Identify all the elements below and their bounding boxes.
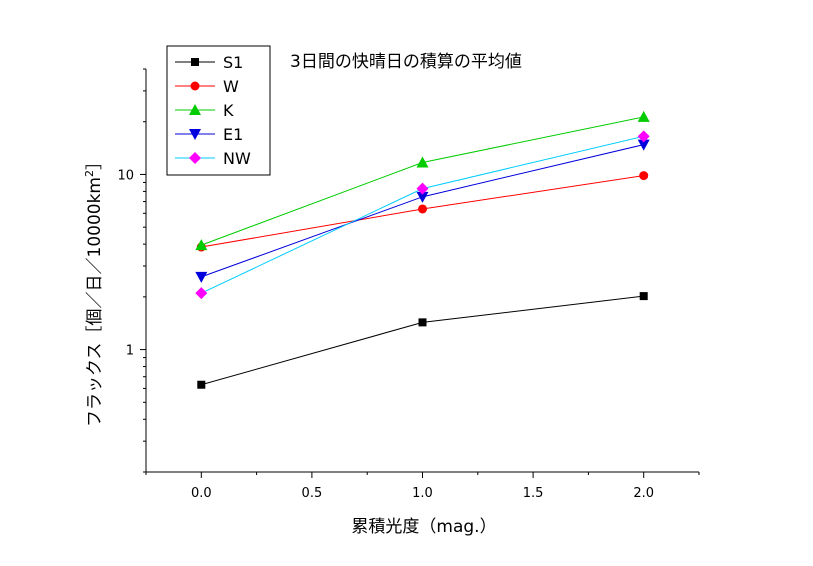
legend-item: NW (175, 149, 251, 168)
legend-item: W (175, 77, 239, 96)
data-point (416, 156, 429, 168)
legend-item: K (175, 101, 234, 120)
x-tick-label: 0.0 (191, 486, 212, 501)
data-point (639, 171, 649, 181)
series-layer (195, 110, 650, 389)
x-tick-label: 2.0 (633, 486, 654, 501)
data-point (416, 182, 429, 195)
data-point (637, 139, 650, 151)
data-point (418, 318, 427, 327)
y-tick-label: 10 (117, 168, 134, 183)
data-point (197, 380, 206, 389)
legend-marker (191, 58, 199, 66)
y-tick-label: 1 (126, 344, 134, 359)
series-line (201, 295, 644, 386)
axes: 0.0 0.5 1.0 1.5 2.0 1 10 (117, 68, 700, 501)
legend-label: E1 (223, 125, 243, 144)
legend-marker (189, 129, 201, 140)
y-axis-title-close: ］ (85, 153, 105, 170)
legend: S1 WK E1 NW (166, 45, 271, 176)
legend-label: S1 (223, 53, 243, 72)
data-point (639, 292, 648, 301)
series-nw (195, 130, 650, 300)
series-k (195, 110, 650, 251)
data-point (637, 110, 650, 122)
series-e1 (195, 139, 650, 283)
legend-label: K (223, 101, 234, 120)
data-point (418, 204, 427, 214)
legend-item: E1 (175, 125, 243, 144)
x-tick-label: 1.5 (523, 486, 544, 501)
data-point (195, 239, 208, 251)
data-point (637, 130, 650, 143)
y-axis-title-main: フラックス［個／日／10000km (85, 177, 105, 427)
y-axis-title-sup: 2 (83, 170, 96, 177)
data-point (195, 287, 208, 300)
legend-label: NW (223, 149, 251, 168)
x-axis-title: 累積光度（mag.） (351, 517, 496, 537)
legend-label: W (223, 77, 239, 96)
series-s1 (197, 292, 648, 389)
legend-marker (190, 81, 200, 91)
legend-marker (189, 104, 201, 115)
chart-title: 3日間の快晴日の積算の平均値 (290, 52, 522, 72)
legend-marker (189, 152, 201, 164)
x-tick-label: 0.5 (302, 486, 323, 501)
y-axis-title: フラックス［個／日／10000km2］ (83, 153, 105, 427)
legend-item: S1 (175, 53, 243, 72)
data-point (416, 191, 429, 203)
x-tick-label: 1.0 (412, 486, 433, 501)
data-point (195, 271, 208, 283)
